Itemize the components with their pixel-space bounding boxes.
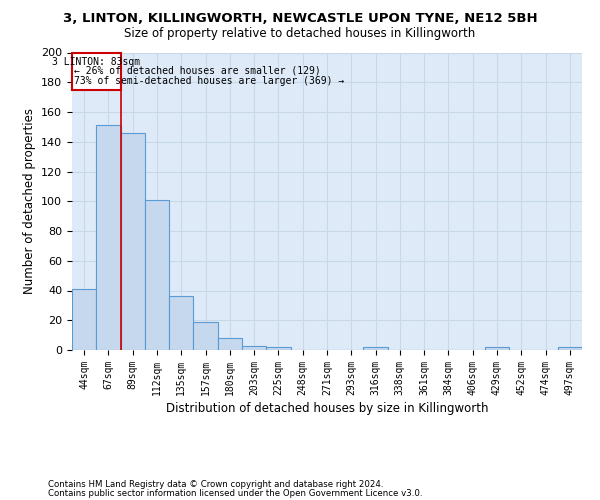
Text: 73% of semi-detached houses are larger (369) →: 73% of semi-detached houses are larger (… xyxy=(74,76,344,86)
Y-axis label: Number of detached properties: Number of detached properties xyxy=(23,108,35,294)
Bar xyxy=(96,126,121,350)
Bar xyxy=(72,289,96,350)
Bar xyxy=(242,346,266,350)
Text: Size of property relative to detached houses in Killingworth: Size of property relative to detached ho… xyxy=(124,26,476,40)
Bar xyxy=(145,200,169,350)
Bar xyxy=(193,322,218,350)
Bar xyxy=(364,347,388,350)
Bar xyxy=(558,347,582,350)
Bar xyxy=(218,338,242,350)
Bar xyxy=(169,296,193,350)
Bar xyxy=(266,347,290,350)
Text: Contains public sector information licensed under the Open Government Licence v3: Contains public sector information licen… xyxy=(48,488,422,498)
Text: ← 26% of detached houses are smaller (129): ← 26% of detached houses are smaller (12… xyxy=(74,66,320,76)
Text: Contains HM Land Registry data © Crown copyright and database right 2024.: Contains HM Land Registry data © Crown c… xyxy=(48,480,383,489)
Bar xyxy=(121,133,145,350)
FancyBboxPatch shape xyxy=(72,52,121,90)
X-axis label: Distribution of detached houses by size in Killingworth: Distribution of detached houses by size … xyxy=(166,402,488,415)
Text: 3 LINTON: 83sqm: 3 LINTON: 83sqm xyxy=(52,57,140,67)
Bar xyxy=(485,347,509,350)
Text: 3, LINTON, KILLINGWORTH, NEWCASTLE UPON TYNE, NE12 5BH: 3, LINTON, KILLINGWORTH, NEWCASTLE UPON … xyxy=(62,12,538,26)
